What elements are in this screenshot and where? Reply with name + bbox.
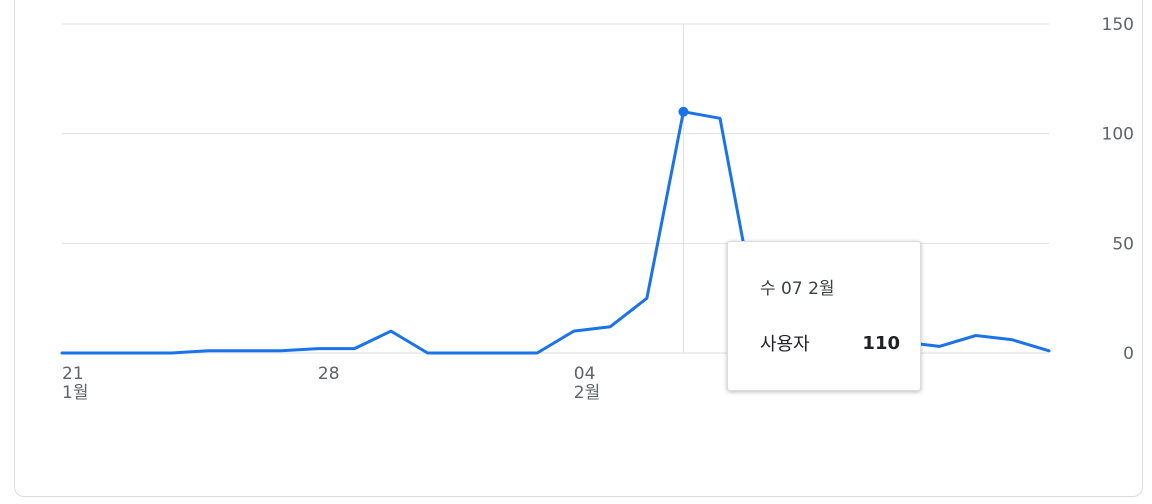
y-tick-label: 0 bbox=[1123, 344, 1134, 364]
chart-card bbox=[14, 0, 1143, 497]
tooltip-metric-value: 110 bbox=[862, 332, 900, 354]
x-tick-label: 28 bbox=[318, 364, 340, 384]
y-tick-label: 100 bbox=[1102, 125, 1134, 145]
chart-tooltip: 수 07 2월 사용자 110 bbox=[727, 241, 921, 391]
highlight-point[interactable] bbox=[678, 106, 689, 117]
x-tick-label: 21 bbox=[62, 364, 84, 384]
y-tick-label: 50 bbox=[1112, 234, 1134, 254]
y-axis: 0 50 100 150 bbox=[1102, 15, 1134, 364]
x-tick-sublabel: 1월 bbox=[62, 383, 88, 403]
tooltip-date: 수 07 2월 bbox=[760, 279, 835, 299]
y-tick-label: 150 bbox=[1102, 15, 1134, 35]
x-tick-label: 04 bbox=[574, 364, 596, 384]
tooltip-metric-label: 사용자 bbox=[760, 334, 810, 355]
tooltip-metric-row: 사용자 110 bbox=[760, 330, 900, 356]
x-tick-sublabel: 2월 bbox=[574, 383, 600, 403]
